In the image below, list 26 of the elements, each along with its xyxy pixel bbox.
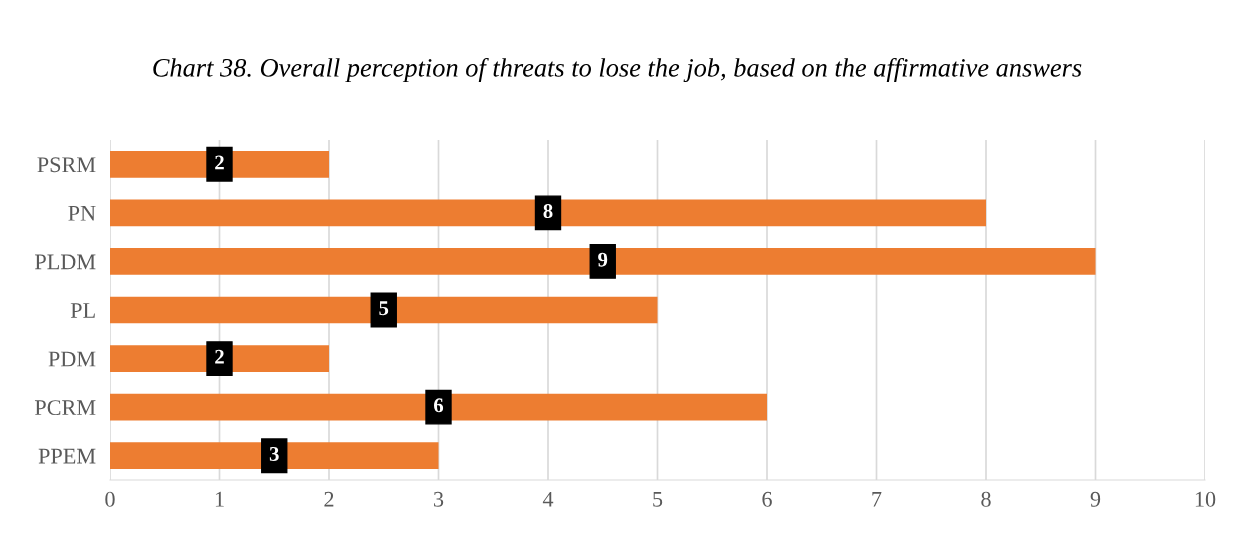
x-tick-label: 6 <box>762 491 772 507</box>
x-tick-label: 1 <box>215 491 224 507</box>
x-tick-label: 4 <box>542 491 554 507</box>
data-label: 2 <box>215 349 224 364</box>
y-tick-label: PLDM <box>35 254 96 270</box>
y-tick-label: PDM <box>48 351 96 367</box>
chart-title: Chart 38. Overall perception of threats to lose the job, based on the affirmative answers <box>153 57 1082 83</box>
x-tick-label: 3 <box>434 491 444 507</box>
data-label: 5 <box>379 301 389 316</box>
x-tick-label: 5 <box>653 491 663 507</box>
x-tick-label: 8 <box>981 491 991 507</box>
data-label: 9 <box>598 252 608 267</box>
y-tick-label: PCRM <box>34 400 96 416</box>
x-tick-label: 0 <box>105 491 115 507</box>
y-tick-label: PN <box>68 206 96 221</box>
x-tick-label: 2 <box>324 491 334 507</box>
data-label: 6 <box>434 398 444 413</box>
data-label: 8 <box>543 204 553 219</box>
data-label: 3 <box>269 446 279 461</box>
x-tick-label: 7 <box>872 491 882 507</box>
x-tick-label: 10 <box>1195 491 1216 507</box>
y-tick-label: PPEM <box>38 448 96 464</box>
y-tick-label: PL <box>70 303 95 318</box>
x-tick-label: 9 <box>1090 491 1101 507</box>
y-tick-label: PSRM <box>37 157 96 173</box>
data-label: 2 <box>215 155 224 170</box>
